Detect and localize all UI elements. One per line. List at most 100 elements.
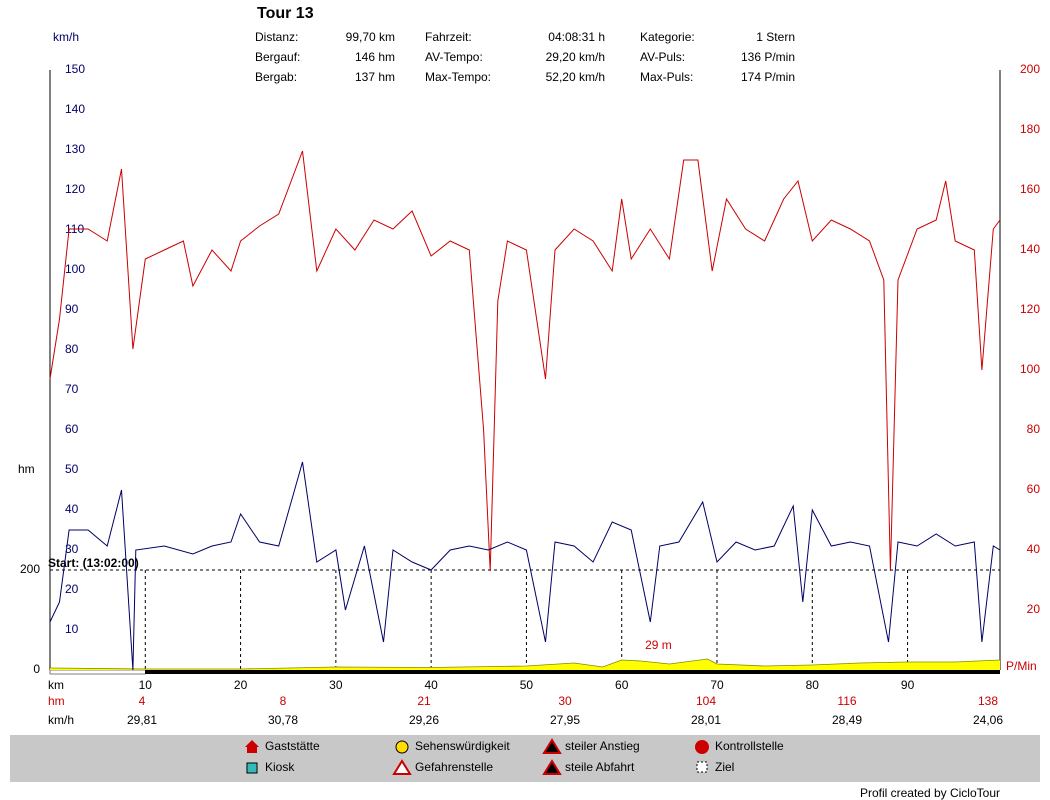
summary-hm: 138 (978, 694, 998, 708)
y-tick-label: 120 (65, 182, 85, 196)
stat-label: Distanz: (255, 30, 298, 44)
x-tick-label: 20 (234, 678, 248, 692)
x-axis-band (50, 670, 1000, 674)
start-label: Start: (13:02:00) (48, 556, 139, 570)
y-tick-label: 20 (65, 582, 79, 596)
summary-hm: 116 (837, 694, 856, 708)
stat-value: 29,20 km/h (546, 50, 605, 64)
y2-tick-label: 180 (1020, 122, 1040, 136)
legend-label: Ziel (715, 760, 734, 774)
stat-value: 04:08:31 h (548, 30, 605, 44)
summary-speed: 28,01 (691, 713, 721, 727)
summary-hm: 8 (280, 694, 287, 708)
summary-speed: 29,81 (127, 713, 157, 727)
summary-hm: 21 (417, 694, 431, 708)
x-tick-label: 50 (520, 678, 534, 692)
legend-label: Gefahrenstelle (415, 760, 493, 774)
y2-tick-label: 200 (1020, 62, 1040, 76)
elevation-line (49, 658, 1001, 670)
stat-value: 136 P/min (741, 50, 795, 64)
summary-hm: 104 (696, 694, 716, 708)
stat-label: Fahrzeit: (425, 30, 472, 44)
y-axis-label: km/h (53, 30, 79, 44)
summary-speed-label: km/h (48, 713, 74, 727)
stat-value: 174 P/min (741, 70, 795, 84)
stat-value: 1 Stern (756, 30, 795, 44)
y-tick-label: 130 (65, 142, 85, 156)
summary-speed: 29,26 (409, 713, 439, 727)
legend-box (10, 735, 1040, 782)
legend-label: steile Abfahrt (565, 760, 635, 774)
y-tick-label: 140 (65, 102, 85, 116)
stat-label: Bergab: (255, 70, 297, 84)
y2-tick-label: 40 (1027, 542, 1041, 556)
x-tick-label: 10 (139, 678, 153, 692)
legend-label: Kiosk (265, 760, 295, 774)
legend-label: Kontrollstelle (715, 739, 784, 753)
legend-icon (247, 747, 257, 753)
y2-axis-label: P/Min (1006, 659, 1037, 673)
hm-tick-label: 200 (20, 562, 40, 576)
y-tick-label: 50 (65, 462, 79, 476)
y-tick-label: 90 (65, 302, 79, 316)
y-tick-label: 100 (65, 262, 85, 276)
y-tick-label: 40 (65, 502, 79, 516)
y2-tick-label: 140 (1020, 242, 1040, 256)
summary-speed: 30,78 (268, 713, 298, 727)
chart-title: Tour 13 (257, 5, 314, 22)
stat-value: 137 hm (355, 70, 395, 84)
legend-icon (246, 762, 258, 774)
summary-speed: 28,49 (832, 713, 862, 727)
x-tick-label: 80 (806, 678, 820, 692)
x-tick-label: 30 (329, 678, 343, 692)
legend-label: Sehenswürdigkeit (415, 739, 510, 753)
y-tick-label: 150 (65, 62, 85, 76)
y-tick-label: 10 (65, 622, 79, 636)
summary-hm: 30 (558, 694, 572, 708)
footer: Profil created by CicloTour (860, 786, 1000, 800)
legend-icon (695, 740, 709, 754)
x-tick-label: 60 (615, 678, 629, 692)
y2-tick-label: 20 (1027, 602, 1041, 616)
stat-label: AV-Puls: (640, 50, 685, 64)
legend-icon (542, 759, 562, 775)
legend-label: steiler Anstieg (565, 739, 640, 753)
x-axis-band (49, 669, 146, 675)
legend-icon (696, 761, 708, 773)
y2-tick-label: 120 (1020, 302, 1040, 316)
y-tick-label: 70 (65, 382, 79, 396)
legend-label: Gaststätte (265, 739, 320, 753)
y-tick-label: 80 (65, 342, 79, 356)
y2-tick-label: 80 (1027, 422, 1041, 436)
y2-tick-label: 160 (1020, 182, 1040, 196)
stat-label: AV-Tempo: (425, 50, 483, 64)
y-tick-label: 60 (65, 422, 79, 436)
stat-label: Max-Puls: (640, 70, 693, 84)
stat-label: Bergauf: (255, 50, 300, 64)
x-axis-label: km (48, 678, 64, 692)
peak-label: 29 m (645, 638, 672, 652)
stat-value: 52,20 km/h (546, 70, 605, 84)
hm-tick-label: 0 (33, 662, 40, 676)
y2-tick-label: 60 (1027, 482, 1041, 496)
summary-hm: 4 (139, 694, 146, 708)
pulse-line (49, 150, 1001, 572)
summary-hm-label: hm (48, 694, 65, 708)
summary-speed: 27,95 (550, 713, 580, 727)
summary-speed: 24,06 (973, 713, 1003, 727)
y-tick-label: 30 (65, 542, 79, 556)
x-tick-label: 40 (424, 678, 438, 692)
legend-icon (542, 738, 562, 754)
stat-value: 146 hm (355, 50, 395, 64)
x-tick-label: 90 (901, 678, 915, 692)
y2-tick-label: 100 (1020, 362, 1040, 376)
legend-icon (392, 759, 412, 775)
x-tick-label: 70 (710, 678, 724, 692)
hm-axis-label: hm (18, 462, 35, 476)
legend-icon (245, 740, 259, 747)
elevation-area (50, 659, 1000, 670)
stat-value: 99,70 km (346, 30, 395, 44)
legend-icon (395, 740, 409, 754)
speed-line (49, 461, 1001, 671)
